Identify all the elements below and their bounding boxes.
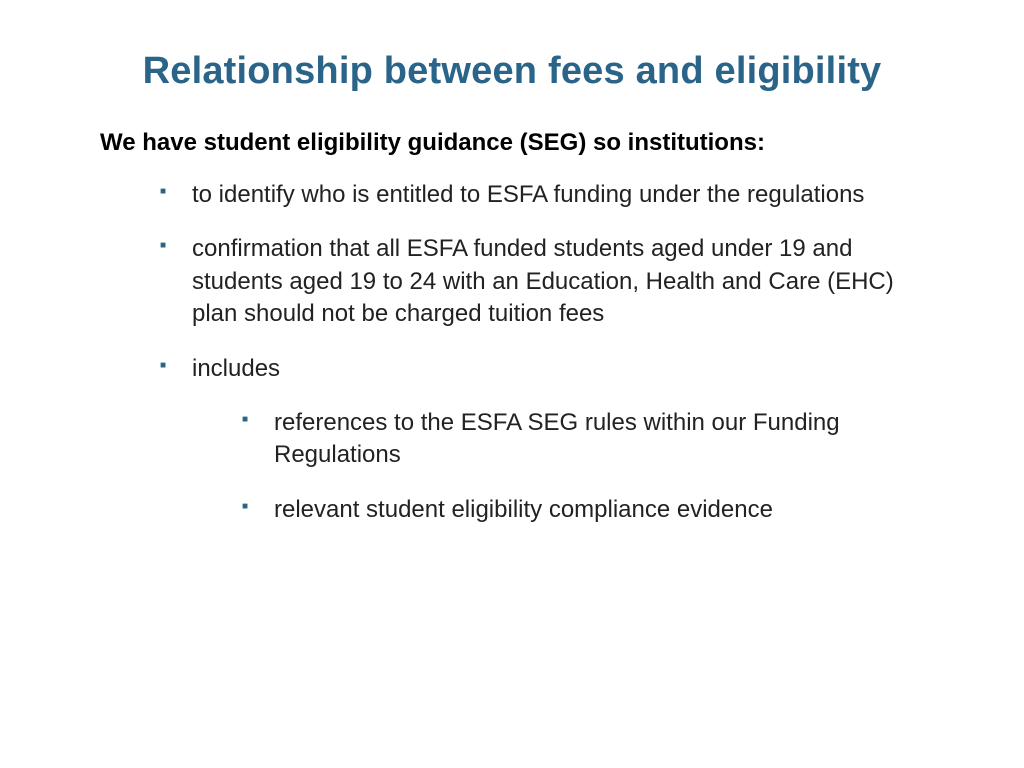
sub-bullet-item: references to the ESFA SEG rules within … [242,407,944,472]
bullet-item: to identify who is entitled to ESFA fund… [160,179,944,211]
sub-bullet-list: references to the ESFA SEG rules within … [242,407,944,526]
sub-bullet-text: references to the ESFA SEG rules within … [274,409,840,468]
bullet-text: confirmation that all ESFA funded studen… [192,235,894,327]
bullet-text: to identify who is entitled to ESFA fund… [192,181,864,208]
slide-title: Relationship between fees and eligibilit… [80,50,944,93]
slide-container: Relationship between fees and eligibilit… [0,0,1024,768]
sub-bullet-text: relevant student eligibility compliance … [274,496,773,523]
bullet-item: includes references to the ESFA SEG rule… [160,353,944,527]
sub-bullet-item: relevant student eligibility compliance … [242,494,944,526]
intro-text: We have student eligibility guidance (SE… [100,129,944,157]
bullet-item: confirmation that all ESFA funded studen… [160,233,944,330]
bullet-text: includes [192,355,280,382]
bullet-list: to identify who is entitled to ESFA fund… [160,179,944,526]
